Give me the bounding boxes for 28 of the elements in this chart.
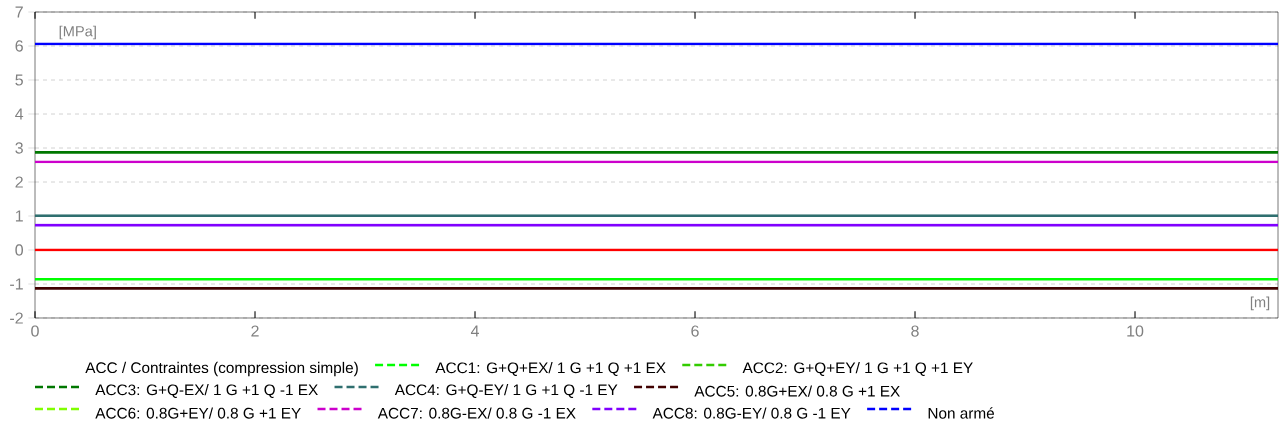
y-tick-label: 1 — [15, 210, 23, 222]
y-tick-label: 7 — [15, 6, 23, 18]
x-tick-label: 2 — [251, 325, 259, 337]
y-tick-label: -2 — [10, 312, 23, 324]
legend-label: ACC5: 0.8G+EX/ 0.8 G +1 EX — [694, 385, 900, 397]
legend-label: ACC4: G+Q-EY/ 1 G +1 Q -1 EY — [394, 384, 618, 399]
x-axis-title: [m] — [1250, 296, 1270, 311]
y-tick-label: 6 — [15, 40, 23, 52]
legend-label: ACC6: 0.8G+EY/ 0.8 G +1 EY — [95, 407, 301, 419]
y-tick-label: 0 — [15, 244, 24, 256]
x-tick-label: 0 — [31, 325, 39, 337]
legend-label: Non armé — [928, 407, 995, 419]
legend-title: ACC / Contraintes (compression simple) — [85, 361, 358, 377]
y-tick-label: 4 — [15, 108, 24, 120]
legend-label: ACC8: 0.8G-EY/ 0.8 G -1 EY — [652, 407, 851, 419]
legend-label: ACC1: G+Q+EX/ 1 G +1 Q +1 EX — [435, 362, 666, 377]
y-tick-label: -1 — [10, 278, 23, 290]
y-tick-label: 5 — [15, 74, 23, 86]
legend-label: ACC3: G+Q-EX/ 1 G +1 Q -1 EX — [95, 384, 318, 399]
y-axis-title: [MPa] — [59, 25, 96, 40]
legend-label: ACC7: 0.8G-EX/ 0.8 G -1 EX — [377, 407, 576, 419]
x-tick-label: 6 — [691, 325, 699, 337]
y-tick-label: 3 — [15, 142, 23, 154]
x-tick-label: 4 — [470, 325, 479, 337]
y-tick-label: 2 — [15, 176, 23, 188]
x-tick-label: 8 — [911, 325, 919, 337]
legend-label: ACC2: G+Q+EY/ 1 G +1 Q +1 EY — [742, 362, 973, 377]
x-tick-label: 10 — [1127, 325, 1144, 337]
